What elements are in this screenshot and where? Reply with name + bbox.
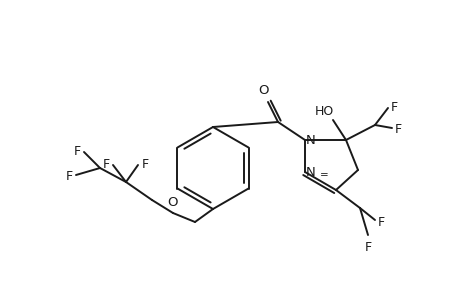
Text: F: F [364,241,371,254]
Text: =: = [319,170,328,180]
Text: F: F [103,158,110,170]
Text: F: F [74,145,81,158]
Text: F: F [66,170,73,184]
Text: N: N [305,134,315,146]
Text: O: O [258,84,269,97]
Text: N: N [305,166,315,178]
Text: F: F [142,158,149,170]
Text: F: F [390,100,397,113]
Text: F: F [377,215,384,229]
Text: F: F [394,122,401,136]
Text: HO: HO [314,105,333,118]
Text: O: O [168,196,178,209]
